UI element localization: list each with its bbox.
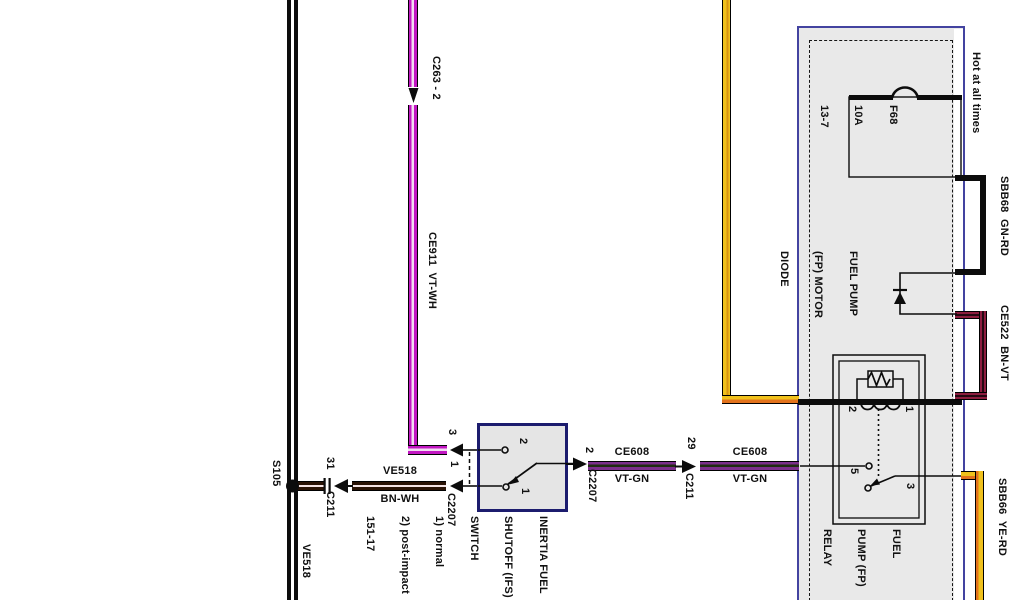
wire-ce608-color-label: VT-GN [614, 473, 650, 485]
wire-ce911-vtwh-vertical [408, 105, 418, 455]
fuel-pump-relay-label: FUEL PUMP (FP) RELAY [798, 529, 925, 587]
relay-pin3-label: 3 [904, 483, 916, 490]
power-box-dashed-border [809, 40, 953, 600]
ifs-switch-box [477, 423, 568, 512]
wire-ce608-vtgn-segment [588, 461, 676, 471]
relay-coil-feed-line [798, 399, 962, 405]
relay-label-line: FUEL [890, 529, 902, 559]
switch-note-line: SWITCH [468, 516, 480, 561]
splice-s105-dot [286, 479, 299, 493]
diode-label-line: DIODE [778, 251, 790, 287]
relay-pin5-terminal [865, 462, 873, 470]
connector-c2207-arrow-icon [450, 443, 463, 457]
relay-label-line: RELAY [821, 529, 833, 567]
switch-note-line: 2) post-impact [399, 516, 411, 594]
wire-sbb66-loop [961, 471, 984, 480]
fuse-label-line: 13-7 [818, 105, 830, 128]
fuse-label-line: F68 [887, 105, 899, 125]
wire-ve518-bnwh-segment [352, 481, 446, 491]
diode-label-line: FUEL PUMP [847, 251, 859, 317]
wire-ve518-color-label: BN-WH [380, 493, 420, 505]
wire-ce608-color-label: VT-GN [732, 473, 768, 485]
connector-c211-bar [323, 478, 326, 494]
wire-yellow-supply-horizontal [722, 395, 799, 404]
wire-sbb68-loop [980, 175, 986, 275]
diode-branch-line [899, 272, 957, 315]
connector-c211-arrow-icon [682, 460, 696, 473]
ground-bus-line-left [287, 0, 291, 600]
switch-note-line: 151-17 [364, 516, 377, 552]
wire-sbb66-label: SBB66 YE-RD [996, 478, 1008, 556]
relay-inner-box [838, 360, 920, 519]
fuse-element-icon [890, 86, 920, 99]
relay-label-line: PUMP (FP) [855, 529, 868, 587]
relay-resistor-lead [856, 378, 868, 402]
c211-pin29-label: 29 [685, 437, 697, 450]
wire-sbb68-loop [955, 175, 986, 181]
connector-c211-label: C211 [324, 491, 336, 518]
wire-ce522-loop [955, 311, 987, 319]
connector-c211-bar [328, 478, 331, 494]
connector-c263-label: C263 - 2 [430, 56, 442, 100]
switch-position2-label: 2 [517, 438, 529, 445]
relay-pin2-label: 2 [846, 406, 858, 413]
wire-yellow-supply-vertical [722, 0, 731, 396]
fuel-pump-diode-label: FUEL PUMP (FP) MOTOR DIODE [755, 251, 882, 318]
wire-ve518-bnwh-segment [298, 481, 324, 491]
diode-label-line: (FP) MOTOR [812, 251, 825, 319]
fuse-outline-box [848, 96, 962, 178]
relay-pin5-label: 5 [848, 468, 860, 475]
switch-note-line: SHUTOFF (IFS) [502, 516, 515, 598]
wire-ve518-bus-label: VE518 [300, 544, 312, 579]
wire-sbb68-loop [955, 269, 986, 275]
wire-ce608-name-label: CE608 [614, 446, 650, 458]
power-distribution-box [797, 26, 965, 600]
relay-resistor-zigzag-icon [867, 370, 891, 388]
connector-c2207-label: C2207 [586, 469, 598, 503]
fuse-f68-label: F68 10A 13-7 [795, 105, 922, 128]
wire-ve518-name-label: VE518 [382, 465, 418, 477]
switch-pin1-label: 1 [448, 461, 460, 468]
relay-armature-terminal [864, 484, 872, 492]
wire-ce911-label: CE911 VT-WH [426, 232, 438, 309]
fuse-label-line: 10A [852, 105, 865, 126]
c211-pin31-label: 31 [324, 457, 336, 470]
switch-note-line: INERTIA FUEL [537, 516, 549, 594]
switch-contact2-terminal [501, 446, 509, 454]
wire-ce911-vtwh-vertical [408, 0, 418, 87]
wire-ce522-label: CE522 BN-VT [998, 305, 1010, 381]
relay-junction-dot [854, 399, 860, 405]
switch-position1-label: 1 [519, 488, 531, 495]
switch-contact1-terminal [502, 483, 510, 491]
switch-pin3-label: 3 [446, 429, 458, 436]
splice-s105-label: S105 [270, 460, 282, 487]
relay-resistor-lead [893, 378, 904, 402]
connector-c2207-arrow-icon [573, 457, 587, 471]
diode-triangle-icon [894, 292, 906, 304]
relay-outer-box [832, 354, 926, 525]
relay-junction-dot [900, 399, 906, 405]
connector-c211-label: C211 [683, 473, 695, 500]
wire-ce608-name-label: CE608 [732, 446, 768, 458]
switch-blade-arrow-icon [509, 476, 519, 485]
switch-note-line: 1) normal [433, 516, 446, 568]
wire-ce608-vtgn-segment [700, 461, 799, 471]
wire-sbb68-label: SBB68 GN-RD [998, 176, 1010, 257]
connector-c2207-arrow-icon [450, 479, 463, 493]
connector-c263-arrow-icon [408, 88, 419, 103]
ground-bus-line-right [294, 0, 298, 600]
c2207-pin2-label: 2 [583, 447, 595, 454]
wire-ce522-loop [955, 392, 987, 400]
relay-coil-icon [860, 402, 901, 411]
wire-ce522-loop [979, 311, 987, 400]
relay-pin1-label: 1 [903, 406, 915, 413]
wire-ce911-vtwh-horizontal [408, 445, 447, 455]
wire-sbb66-loop [975, 471, 984, 600]
connector-c211-arrow-icon [334, 479, 348, 493]
relay-armature-arrow-icon [870, 478, 880, 486]
hot-at-all-times-label: Hot at all times [970, 52, 982, 134]
ifs-switch-note-label: INERTIA FUEL SHUTOFF (IFS) SWITCH 1) nor… [341, 516, 571, 598]
